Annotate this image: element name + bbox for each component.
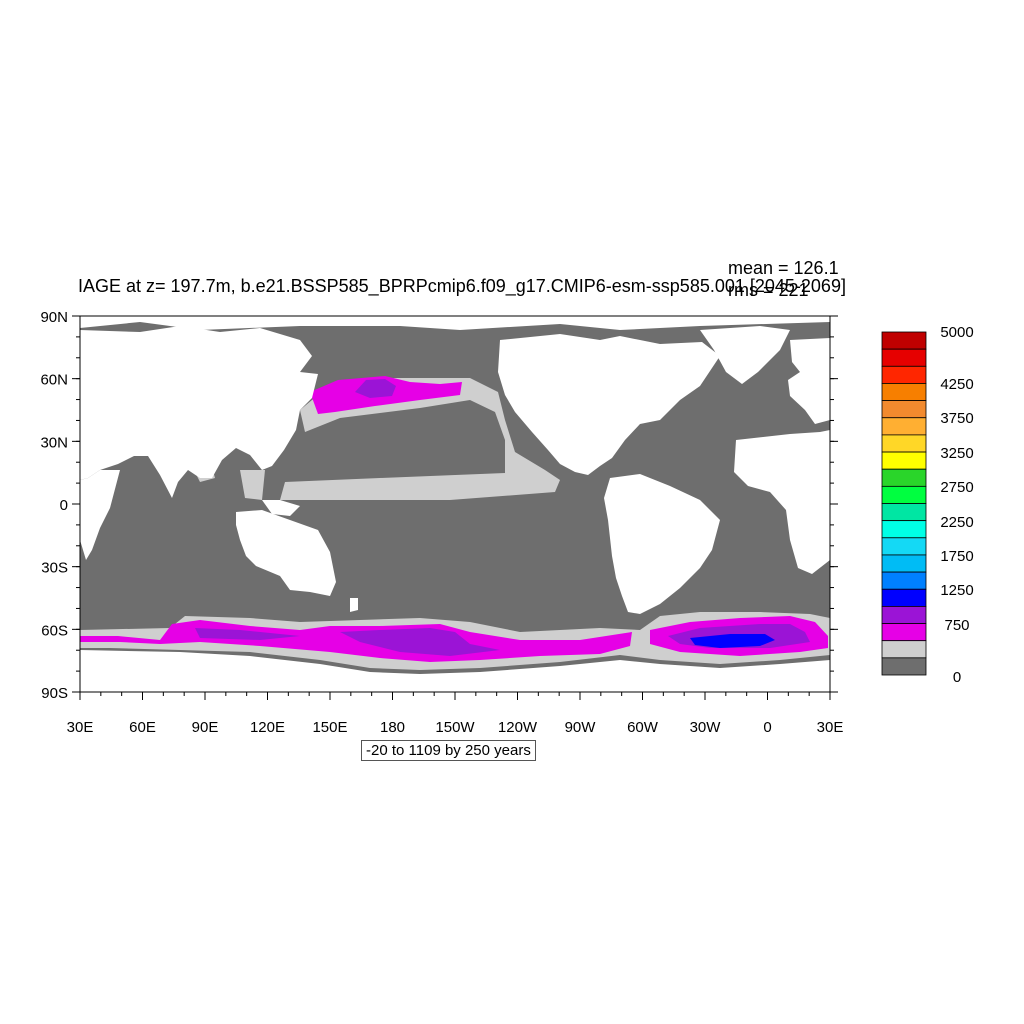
colorbar-label: 1250	[940, 582, 973, 599]
colorbar-swatch	[881, 640, 927, 659]
lon-label: 120W	[498, 719, 538, 736]
longitude-labels: 30E 60E 90E 120E 150E 180 150W 120W 90W 60W 30W 0 30…	[67, 719, 844, 736]
colorbar-swatch	[881, 400, 927, 419]
colorbar-label: 3250	[940, 445, 973, 462]
colorbar-swatch	[881, 383, 927, 402]
contour-info-box: -20 to 1109 by 250 years	[361, 740, 536, 761]
colorbar-label: 4250	[940, 376, 973, 393]
colorbar-label: 2250	[940, 514, 973, 531]
colorbar-swatch	[881, 348, 927, 367]
north-pacific-750-band	[355, 379, 396, 398]
colorbar-swatch	[881, 485, 927, 504]
southern-ocean-750-band	[195, 624, 810, 656]
colorbar-swatch	[881, 331, 927, 350]
land-masses	[80, 316, 830, 692]
lon-label: 180	[380, 719, 405, 736]
lat-label: 30N	[40, 434, 68, 451]
colorbar-swatch	[881, 434, 927, 453]
lon-label: 90W	[565, 719, 597, 736]
lat-label: 60N	[40, 372, 68, 389]
colorbar-swatch	[881, 520, 927, 539]
lat-label: 0	[60, 497, 68, 514]
map-panel	[80, 316, 830, 692]
colorbar-label: 5000	[940, 324, 973, 341]
colorbar-swatch	[881, 571, 927, 590]
lon-label: 150W	[435, 719, 475, 736]
rms-value: rms = 221	[728, 280, 809, 300]
lon-label: 30W	[690, 719, 722, 736]
plot-title: IAGE at z= 197.7m, b.e21.BSSP585_BPRPcmi…	[78, 276, 846, 296]
colorbar-swatch	[881, 537, 927, 556]
colorbar-label: 3750	[940, 410, 973, 427]
colorbar-swatch	[881, 451, 927, 470]
lat-label: 30S	[41, 560, 68, 577]
colorbar-swatch	[881, 554, 927, 573]
colorbar-swatch	[881, 365, 927, 384]
colorbar-label: 750	[944, 617, 969, 634]
colorbar-swatch	[881, 588, 927, 607]
lon-label: 0	[763, 719, 771, 736]
lat-label: 60S	[41, 622, 68, 639]
colorbar-swatch	[881, 417, 927, 436]
lat-label: 90N	[40, 309, 68, 326]
lon-label: 60E	[129, 719, 156, 736]
lon-label: 30E	[67, 719, 94, 736]
colorbar	[881, 331, 927, 676]
lon-label: 120E	[250, 719, 285, 736]
southern-ocean-1000-band	[690, 634, 775, 648]
colorbar-label: 0	[953, 669, 961, 686]
colorbar-swatch	[881, 623, 927, 642]
colorbar-label: 1750	[940, 548, 973, 565]
colorbar-swatch	[881, 468, 927, 487]
colorbar-label: 2750	[940, 479, 973, 496]
colorbar-swatch	[881, 657, 927, 676]
mean-value: mean = 126.1	[728, 258, 839, 278]
lon-label: 150E	[312, 719, 347, 736]
lon-label: 30E	[817, 719, 844, 736]
lon-label: 90E	[192, 719, 219, 736]
latitude-labels: 90N 60N 30N 0 30S 60S 90S	[40, 309, 68, 702]
lon-label: 60W	[627, 719, 659, 736]
colorbar-swatch	[881, 503, 927, 522]
colorbar-swatch	[881, 606, 927, 624]
lat-label: 90S	[41, 685, 68, 702]
axis-ticks	[72, 315, 838, 700]
colorbar-labels: 5000 4250 3750 3250 2750 2250 1750 1250 750 0	[940, 324, 973, 686]
